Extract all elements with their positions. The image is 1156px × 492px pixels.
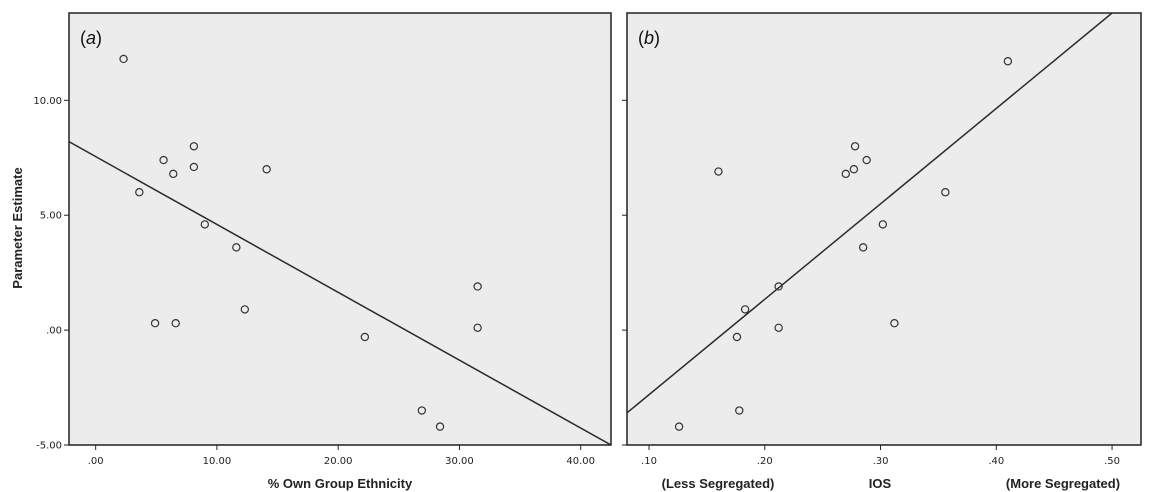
data-point <box>473 282 482 291</box>
panel-b-points <box>674 57 1013 431</box>
panel-b-fit-line <box>627 13 1113 414</box>
y-tick-label: 10.00 <box>33 96 62 107</box>
data-point <box>360 332 370 342</box>
data-point <box>189 142 199 151</box>
panel-a-fit-line <box>69 141 611 445</box>
data-point <box>735 406 744 415</box>
panel-b-label: (b) <box>638 28 660 48</box>
data-point <box>417 406 427 415</box>
x-tick-label: .20 <box>757 456 773 467</box>
x-tick-label: .00 <box>88 456 104 467</box>
data-point <box>200 220 210 229</box>
x-tick-label: .30 <box>873 456 889 467</box>
panel-a: (a) -5.00 .00 5.00 10.00 .00 10.00 20.00 30.00… <box>33 12 612 491</box>
x-tick-label: 10.00 <box>203 456 232 467</box>
y-tick-label: -5.00 <box>36 441 62 452</box>
data-point <box>841 169 850 179</box>
panel-a-y-ticks: -5.00 .00 5.00 10.00 <box>33 96 69 452</box>
panel-a-x-axis-title: % Own Group Ethnicity <box>268 476 413 491</box>
data-point <box>858 243 868 252</box>
panel-a-plot-area <box>68 12 612 446</box>
data-point <box>169 169 178 179</box>
x-tick-label: .40 <box>988 456 1004 467</box>
data-point <box>135 188 144 197</box>
data-point <box>740 305 750 314</box>
data-point <box>774 282 783 291</box>
panel-b-fit-line-group <box>627 13 1113 414</box>
data-point <box>159 155 168 165</box>
x-tick-label: .10 <box>641 456 657 467</box>
data-point <box>674 422 684 431</box>
data-point <box>878 220 888 229</box>
panel-b-x-axis-title: IOS <box>869 476 892 491</box>
y-tick-label: 5.00 <box>40 211 62 222</box>
data-point <box>119 54 128 64</box>
x-tick-label: 30.00 <box>445 456 474 467</box>
data-point <box>435 422 445 431</box>
data-point <box>240 305 250 314</box>
data-point <box>890 319 899 328</box>
data-point <box>732 332 742 342</box>
data-point <box>232 243 241 252</box>
data-point <box>171 319 180 328</box>
data-point <box>850 142 860 151</box>
panel-b-plot-area <box>626 12 1142 446</box>
panel-a-letter: a <box>86 28 96 48</box>
panel-a-x-ticks: .00 10.00 20.00 30.00 40.00 <box>88 445 595 467</box>
y-axis-title: Parameter Estimate <box>10 167 25 288</box>
x-tick-label: 40.00 <box>566 456 595 467</box>
data-point <box>774 323 783 333</box>
y-tick-label: .00 <box>46 326 62 337</box>
panel-b-x-ticks: .10 .20 .30 .40 .50 <box>641 445 1120 467</box>
panel-a-label: (a) <box>80 28 102 48</box>
panel-b-x-axis-left-label: (Less Segregated) <box>662 476 775 491</box>
panel-b-x-axis-right-label: (More Segregated) <box>1006 476 1120 491</box>
data-point <box>714 167 723 176</box>
panel-a-points <box>119 54 482 431</box>
data-point <box>262 165 271 174</box>
data-point <box>473 323 482 333</box>
data-point <box>941 188 950 197</box>
data-point <box>150 319 160 328</box>
panel-b-letter: b <box>644 28 654 48</box>
data-point <box>849 165 859 174</box>
x-tick-label: 20.00 <box>324 456 353 467</box>
data-point <box>1003 57 1013 66</box>
panel-b: (b) .10 .20 .30 .40 .50 (Less Segregated) IO… <box>622 12 1142 491</box>
x-tick-label: .50 <box>1104 456 1120 467</box>
data-point <box>189 162 199 172</box>
panel-a-fit-line-group <box>69 141 611 445</box>
panel-b-y-ticks <box>622 99 627 446</box>
data-point <box>862 155 871 165</box>
